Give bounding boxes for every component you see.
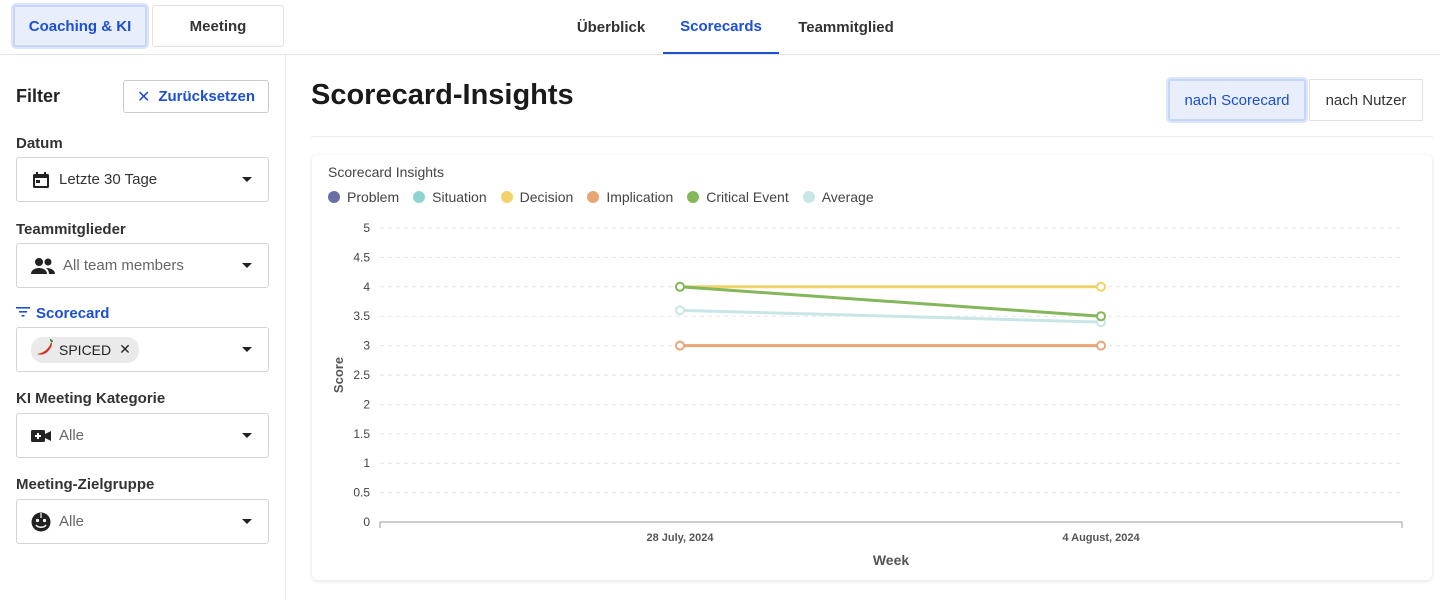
legend-label: Average [821, 189, 874, 205]
tab-overview[interactable]: Überblick [576, 18, 646, 36]
divider [311, 136, 1433, 137]
x-axis-label: Week [873, 552, 910, 568]
members-value: All team members [63, 257, 184, 274]
legend-dot [413, 191, 426, 203]
y-tick-label: 1.5 [353, 427, 370, 441]
audience-value: Alle [59, 513, 85, 530]
legend-label: Situation [432, 189, 487, 205]
legend-item[interactable]: Problem [328, 189, 399, 205]
chart-title: Scorecard Insights [328, 164, 444, 180]
chevron-down-icon [242, 263, 252, 268]
scorecard-label-text: Scorecard [36, 305, 110, 322]
legend-dot [687, 191, 700, 203]
legend-dot [587, 191, 600, 203]
legend-label: Critical Event [706, 189, 789, 205]
chip-remove-icon[interactable]: ✕ [119, 341, 131, 357]
video-add-icon [31, 426, 51, 446]
tab-team-member[interactable]: Teammitglied [798, 18, 894, 36]
mode-meeting-button[interactable]: Meeting [152, 5, 284, 47]
series-line [679, 285, 1102, 318]
y-tick-label: 0.5 [353, 486, 370, 500]
close-icon: ✕ [136, 88, 151, 106]
y-tick-label: 3 [363, 339, 370, 353]
legend-item[interactable]: Implication [587, 189, 673, 205]
data-point [675, 305, 685, 316]
view-by-user-button[interactable]: nach Nutzer [1309, 79, 1423, 121]
data-point [1096, 311, 1106, 322]
y-tick-label: 1 [363, 456, 370, 470]
calendar-icon [31, 170, 51, 190]
page-title: Scorecard-Insights [311, 79, 574, 111]
category-label: KI Meeting Kategorie [16, 390, 166, 407]
top-bar: Coaching & KI Meeting Überblick Scorecar… [0, 0, 1440, 55]
face-icon [31, 512, 51, 532]
view-by-scorecard-button[interactable]: nach Scorecard [1168, 79, 1306, 121]
category-select[interactable]: Alle [16, 413, 269, 458]
chevron-down-icon [242, 433, 252, 438]
audience-label: Meeting-Zielgruppe [16, 476, 155, 493]
y-tick-label: 2 [363, 397, 370, 411]
y-tick-label: 4 [363, 280, 370, 294]
chart-card: Scorecard Insights Problem Situation Decis… [312, 155, 1432, 580]
data-point [675, 281, 685, 292]
scorecard-label: Scorecard [16, 305, 109, 322]
category-value: Alle [59, 427, 85, 444]
data-point [675, 340, 685, 351]
filter-sidebar: Filter ✕ Zurücksetzen Datum Letzte 30 Ta… [0, 55, 286, 600]
y-axis-label: Score [331, 357, 346, 393]
legend-label: Implication [606, 189, 674, 205]
legend-dot [500, 191, 513, 203]
legend-item[interactable]: Average [802, 189, 874, 205]
scorecard-select[interactable]: SPICED ✕ [16, 327, 269, 372]
chili-pepper-icon [35, 339, 55, 360]
chevron-down-icon [242, 347, 252, 352]
date-value: Letzte 30 Tage [59, 171, 158, 188]
y-tick-label: 2.5 [353, 368, 370, 382]
legend-item[interactable]: Situation [413, 189, 487, 205]
date-select[interactable]: Letzte 30 Tage [16, 157, 269, 202]
chart-legend: Problem Situation Decision Implication Criti… [328, 189, 874, 205]
legend-item[interactable]: Decision [500, 189, 574, 205]
scorecard-chip-label: SPICED [59, 341, 112, 358]
legend-label: Decision [519, 189, 574, 205]
legend-dot [328, 191, 340, 203]
line-chart: 0 0.5 1 1.5 2 2.5 3 3.5 4 4.5 5 28 July, 2024 4 Augu… [331, 221, 1403, 568]
y-tick-label: 5 [363, 221, 370, 235]
reset-label: Zurücksetzen [158, 88, 256, 105]
x-tick-label: 4 August, 2024 [1062, 532, 1140, 544]
chevron-down-icon [242, 177, 252, 182]
people-icon [31, 256, 55, 276]
members-label: Teammitglieder [16, 221, 126, 238]
x-tick-label: 28 July, 2024 [646, 532, 714, 544]
filter-title: Filter [16, 86, 61, 106]
data-point [1096, 340, 1106, 351]
filter-icon [16, 305, 30, 322]
audience-select[interactable]: Alle [16, 499, 269, 544]
mode-coaching-button[interactable]: Coaching & KI [13, 5, 147, 47]
chevron-down-icon [242, 519, 252, 524]
legend-dot [802, 191, 815, 203]
y-tick-label: 4.5 [353, 250, 370, 264]
data-point [1096, 281, 1106, 292]
y-tick-label: 3.5 [353, 309, 370, 323]
series-line [679, 308, 1102, 324]
y-tick-label: 0 [363, 515, 370, 529]
scorecard-chip[interactable]: SPICED ✕ [31, 336, 139, 363]
legend-label: Problem [347, 189, 400, 205]
members-select[interactable]: All team members [16, 243, 269, 288]
reset-button[interactable]: ✕ Zurücksetzen [123, 80, 269, 113]
legend-item[interactable]: Critical Event [687, 189, 789, 205]
date-label: Datum [16, 135, 63, 152]
tab-scorecards[interactable]: Scorecards [663, 0, 779, 54]
